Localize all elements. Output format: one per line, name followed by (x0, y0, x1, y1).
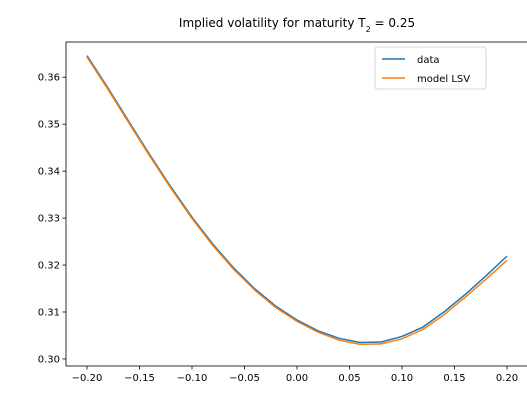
y-tick-label: 0.31 (38, 308, 60, 319)
y-axis: 0.30 0.31 0.32 0.33 0.34 0.35 0.36 (38, 73, 66, 365)
x-tick-label: −0.20 (72, 373, 103, 384)
y-tick-label: 0.32 (38, 261, 60, 272)
x-tick-label: −0.15 (124, 373, 155, 384)
x-tick-label: 0.15 (443, 373, 465, 384)
x-tick-label: −0.05 (229, 373, 260, 384)
chart-title-prefix: Implied volatility for maturity T (179, 16, 366, 30)
x-tick-label: 0.00 (286, 373, 308, 384)
y-tick-label: 0.36 (38, 73, 60, 84)
plot-frame (65, 41, 527, 367)
series-line-data (86, 55, 508, 344)
chart-title-subscript: 2 (366, 25, 371, 34)
legend-label-model: model LSV (417, 74, 470, 85)
x-tick-label: −0.10 (177, 373, 208, 384)
plot-area (65, 41, 527, 367)
x-axis: −0.20 −0.15 −0.10 −0.05 0.00 0.05 0.10 0.15 0.20 (72, 366, 518, 384)
series-line-model-lsv (86, 56, 508, 346)
x-tick-label: 0.20 (496, 373, 518, 384)
y-tick-label: 0.35 (38, 120, 60, 131)
chart-title-suffix: = 0.25 (371, 16, 415, 30)
legend-label-data: data (417, 55, 440, 66)
y-tick-label: 0.33 (38, 214, 60, 225)
legend: data model LSV (374, 46, 487, 90)
y-tick-label: 0.30 (38, 354, 60, 365)
x-tick-label: 0.05 (338, 373, 360, 384)
series-layer (86, 55, 508, 346)
y-tick-label: 0.34 (38, 167, 60, 178)
chart-title: Implied volatility for maturity T2 = 0.2… (179, 16, 415, 34)
x-tick-label: 0.10 (391, 373, 413, 384)
